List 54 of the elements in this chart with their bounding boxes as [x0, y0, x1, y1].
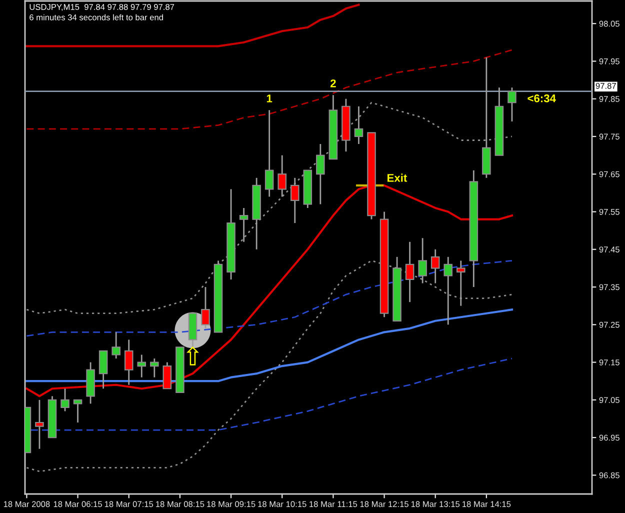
- candlestick: [278, 154, 286, 198]
- candlestick: [35, 399, 44, 450]
- y-tick-label: 97.65: [599, 171, 620, 178]
- x-tick-label: 18 Mar 06:15: [54, 501, 102, 508]
- candlestick: [137, 354, 146, 378]
- text: 6 minutes 34 seconds left to bar end: [30, 14, 163, 20]
- y-tick-label: 98.05: [599, 20, 620, 27]
- candlestick: [201, 286, 210, 330]
- candlestick: [264, 109, 274, 198]
- candlestick: [430, 248, 440, 284]
- line-series: [26, 184, 514, 398]
- x-tick-label: 18 Mar 07:15: [104, 501, 154, 508]
- y-tick-label: 97.45: [599, 246, 620, 252]
- y-tick-label: 96.85: [599, 472, 620, 478]
- annotation: ⇧: [186, 346, 199, 366]
- x-tick-label: 18 Mar 10:15: [258, 501, 306, 508]
- y-tick-label: 96.95: [599, 434, 620, 441]
- y-tick-label: 97.35: [599, 284, 620, 290]
- y-tick-label: 97.95: [599, 58, 620, 64]
- candlestick: [124, 339, 134, 386]
- candlestick: [239, 207, 248, 243]
- candlestick: [73, 399, 82, 424]
- line-series: [26, 308, 514, 382]
- ref-line-label: 97.87: [596, 82, 616, 89]
- x-tick-label: 18 Mar 11:15: [310, 501, 358, 508]
- y-tick-label: 97.05: [599, 397, 620, 404]
- x-tick-label: 18 Mar 2008: [4, 501, 50, 508]
- candlestick: [112, 331, 120, 360]
- candlestick: [316, 143, 325, 205]
- y-tick-label: 97.75: [599, 134, 620, 140]
- candlestick: [290, 177, 300, 224]
- x-tick-label: 18 Mar 08:15: [156, 501, 204, 508]
- candlestick: [354, 106, 364, 145]
- y-tick-label: 97.25: [599, 322, 620, 328]
- candlestick: [60, 388, 70, 412]
- x-tick-label: 18 Mar 12:15: [360, 501, 408, 508]
- x-tick-label: 18 Mar 13:15: [411, 501, 460, 508]
- x-tick-label: 18 Mar 09:15: [207, 501, 256, 508]
- annotation: Exit: [388, 174, 408, 182]
- line-series: [26, 260, 513, 337]
- y-tick-label: 97.55: [599, 208, 620, 215]
- annotation: 1: [266, 94, 272, 102]
- candlestick: [98, 350, 108, 390]
- line-series: [26, 49, 513, 130]
- annotation: 2: [330, 79, 336, 88]
- candlestick: [162, 362, 172, 390]
- line-series: [26, 4, 360, 48]
- candlestick: [508, 86, 516, 122]
- annotation: <6:34: [528, 94, 556, 102]
- candlestick: [150, 358, 159, 378]
- chart-title: USDJPY,M15 97.84 97.88 97.79 97.87: [30, 4, 174, 11]
- x-tick-label: 18 Mar 14:15: [462, 501, 511, 508]
- y-tick-label: 97.85: [599, 96, 620, 102]
- y-tick-label: 97.15: [599, 359, 620, 366]
